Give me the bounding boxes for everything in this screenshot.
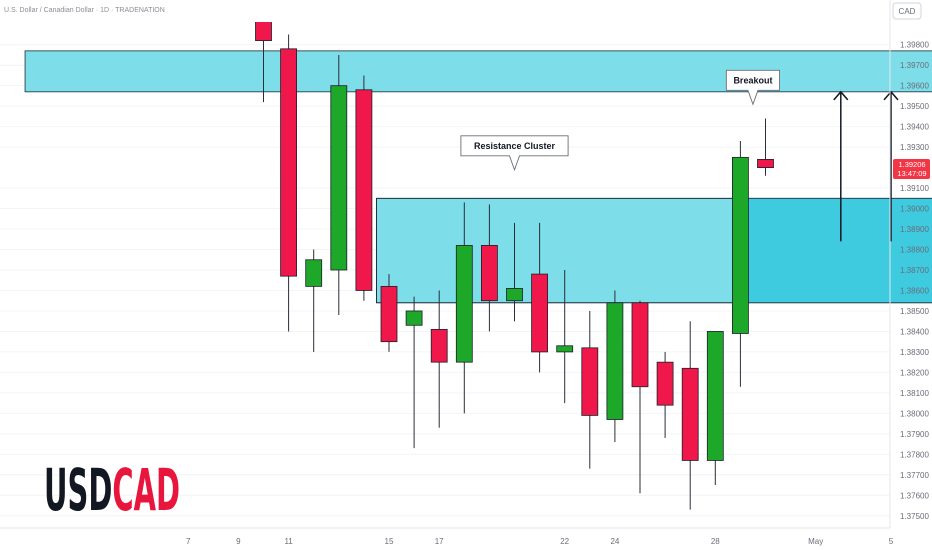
price-tag-bg: [893, 159, 930, 179]
candle-down: [480, 245, 498, 302]
y-tick-label: 1.38400: [900, 327, 929, 336]
x-tick-label: 15: [385, 537, 394, 546]
y-tick-label: 1.39000: [900, 205, 929, 214]
price-tag-price: 1.39206: [898, 160, 925, 169]
resistance-cluster-border: [376, 197, 932, 304]
y-tick-label: 1.39700: [900, 61, 929, 70]
candle-down: [531, 273, 548, 353]
y-tick-label: 1.38700: [900, 266, 929, 275]
brand-usd: USD: [44, 456, 112, 524]
y-tick-label: 1.38600: [900, 286, 929, 295]
candle-down: [656, 361, 674, 406]
target-arrow-head: [883, 90, 899, 101]
arrows-layer: [833, 90, 899, 242]
candle-up: [330, 85, 348, 271]
y-tick-label: 1.37600: [900, 491, 929, 500]
y-tick-label: 1.39800: [900, 41, 929, 50]
symbol-title[interactable]: U.S. Dollar / Canadian Dollar · 1D · TRA…: [4, 7, 165, 14]
y-tick-label: 1.38000: [900, 409, 929, 418]
candle-up: [305, 259, 323, 287]
brand-cad: CAD: [112, 456, 180, 524]
y-tick-label: 1.39300: [900, 143, 929, 152]
price-tag-countdown: 13:47:09: [897, 169, 926, 178]
candles-layer: [255, 0, 774, 510]
y-tick-label: 1.37700: [900, 471, 929, 480]
x-tick-label: 11: [284, 537, 293, 546]
y-tick-label: 1.37800: [900, 450, 929, 459]
candle-up: [455, 245, 473, 363]
candle-down: [280, 48, 298, 277]
candle-down: [355, 89, 373, 291]
candle-down: [681, 367, 699, 461]
callout-bubble: [460, 135, 569, 172]
supply-zone: [24, 50, 932, 93]
price-tag: 1.39206 13:47:09: [893, 159, 930, 179]
candle-up: [706, 331, 724, 461]
candle-up: [556, 345, 574, 353]
callout-label: Resistance Cluster: [474, 141, 556, 151]
x-tick-label: 5: [889, 537, 894, 546]
y-tick-label: 1.39100: [900, 184, 929, 193]
x-tick-label: 9: [236, 537, 241, 546]
y-tick-label: 1.38900: [900, 225, 929, 234]
y-tick-label: 1.39500: [900, 102, 929, 111]
x-tick-label: 7: [186, 537, 191, 546]
y-tick-label: 1.37500: [900, 512, 929, 521]
callout-label: Breakout: [733, 75, 772, 85]
candle-up: [606, 302, 624, 420]
candle-down: [581, 347, 599, 416]
candle-down: [631, 302, 649, 388]
callouts-layer: Resistance Cluster Breakout: [460, 69, 780, 172]
svg-text:USDCAD: USDCAD: [44, 456, 180, 524]
y-tick-label: 1.38800: [900, 246, 929, 255]
callout-bubble: [725, 69, 780, 106]
y-tick-label: 1.37900: [900, 430, 929, 439]
candle-down: [757, 159, 774, 169]
y-tick-label: 1.39400: [900, 123, 929, 132]
candle-down: [255, 19, 272, 42]
x-tick-label: 17: [435, 537, 444, 546]
x-tick-label: 22: [560, 537, 569, 546]
candle-up: [732, 156, 749, 334]
brand-logo: USDCAD: [44, 456, 180, 524]
currency-button[interactable]: [892, 2, 922, 20]
time-axis[interactable]: 79111517222428May5791315192123: [186, 537, 932, 546]
y-tick-label: 1.38300: [900, 348, 929, 357]
target-arrow-head: [833, 90, 849, 101]
price-axis[interactable]: 1.39800 1.39700 1.39600 1.39500 1.39400 1.393…: [900, 41, 929, 521]
x-tick-label: May: [808, 537, 823, 546]
candle-down: [380, 285, 398, 343]
candle-up: [405, 310, 423, 326]
x-tick-label: 24: [610, 537, 619, 546]
y-tick-label: 1.38500: [900, 307, 929, 316]
x-tick-label: 28: [711, 537, 720, 546]
zones-layer: [24, 50, 932, 304]
currency-button-label: CAD: [899, 7, 916, 16]
candle-down: [430, 328, 448, 363]
y-tick-label: 1.38100: [900, 389, 929, 398]
candle-up: [506, 288, 523, 302]
header-bar: [0, 0, 890, 22]
y-tick-label: 1.39600: [900, 82, 929, 91]
y-tick-label: 1.38200: [900, 368, 929, 377]
